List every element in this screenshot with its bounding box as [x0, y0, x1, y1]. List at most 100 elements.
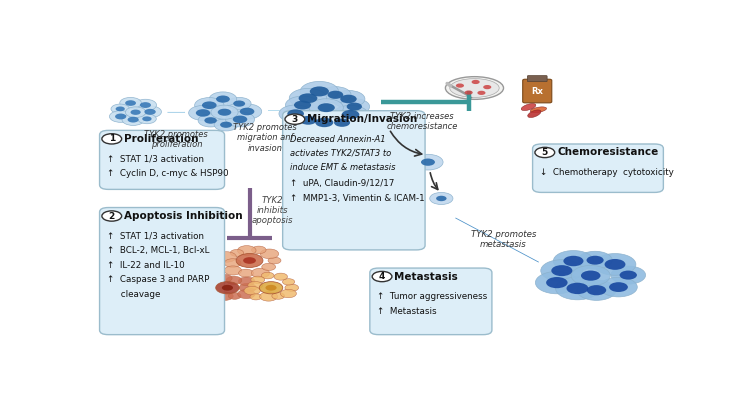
Circle shape — [248, 281, 262, 289]
Circle shape — [217, 274, 232, 282]
Circle shape — [456, 83, 464, 88]
Circle shape — [339, 99, 370, 115]
Circle shape — [328, 91, 344, 99]
FancyBboxPatch shape — [100, 208, 224, 335]
Text: Chemoresistance: Chemoresistance — [557, 147, 658, 158]
Circle shape — [586, 285, 606, 295]
Circle shape — [611, 266, 646, 284]
Circle shape — [577, 280, 616, 300]
Circle shape — [320, 86, 351, 103]
Circle shape — [208, 276, 220, 283]
Circle shape — [536, 272, 578, 294]
Circle shape — [464, 90, 472, 95]
Circle shape — [209, 92, 237, 106]
Circle shape — [290, 88, 327, 108]
Text: ↑  STAT 1/3 activation: ↑ STAT 1/3 activation — [106, 154, 203, 163]
Circle shape — [413, 154, 443, 170]
Circle shape — [102, 134, 122, 144]
Circle shape — [142, 116, 152, 121]
Circle shape — [110, 111, 132, 122]
Text: ↑  MMP1-3, Vimentin & ICAM-1: ↑ MMP1-3, Vimentin & ICAM-1 — [290, 194, 424, 203]
Text: Proliferation: Proliferation — [124, 134, 199, 144]
Text: Metastasis: Metastasis — [394, 272, 458, 281]
Circle shape — [556, 277, 599, 300]
Circle shape — [232, 116, 248, 123]
Circle shape — [334, 118, 350, 127]
Ellipse shape — [446, 77, 503, 99]
Text: Apoptosis Inhibition: Apoptosis Inhibition — [124, 211, 242, 221]
Circle shape — [233, 101, 245, 107]
Circle shape — [239, 283, 256, 292]
Text: ↑  BCL-2, MCL-1, Bcl-xL: ↑ BCL-2, MCL-1, Bcl-xL — [106, 246, 209, 255]
Circle shape — [620, 270, 637, 279]
Circle shape — [260, 249, 279, 259]
Circle shape — [128, 117, 139, 123]
Circle shape — [554, 251, 593, 272]
Circle shape — [202, 101, 217, 109]
Text: TYK2 promotes
migration anf
invasion: TYK2 promotes migration anf invasion — [233, 123, 297, 153]
Circle shape — [139, 106, 161, 118]
Circle shape — [244, 286, 260, 295]
Circle shape — [220, 122, 232, 128]
Circle shape — [102, 211, 122, 221]
Circle shape — [266, 285, 277, 291]
Text: 2: 2 — [109, 211, 115, 220]
Circle shape — [272, 293, 284, 299]
Circle shape — [216, 252, 236, 262]
FancyBboxPatch shape — [370, 268, 492, 335]
Circle shape — [145, 109, 156, 115]
Circle shape — [262, 263, 276, 270]
Circle shape — [228, 293, 241, 299]
Circle shape — [315, 118, 333, 127]
Text: TYK2 increases
chemoresistance: TYK2 increases chemoresistance — [386, 112, 458, 131]
Circle shape — [535, 147, 555, 158]
Circle shape — [551, 265, 572, 276]
Text: 4: 4 — [379, 272, 386, 281]
Circle shape — [260, 292, 278, 301]
Circle shape — [251, 268, 269, 278]
Circle shape — [226, 112, 254, 127]
Circle shape — [280, 289, 296, 298]
Text: ↑  Cyclin D, c-myc & HSP90: ↑ Cyclin D, c-myc & HSP90 — [106, 169, 228, 178]
Ellipse shape — [450, 79, 500, 97]
Text: induce EMT & metastasis: induce EMT & metastasis — [290, 163, 395, 172]
Circle shape — [310, 86, 329, 96]
Text: TYK2 promotes
proliferation: TYK2 promotes proliferation — [145, 130, 208, 149]
Circle shape — [134, 99, 157, 111]
Text: ↑  Caspase 3 and PARP: ↑ Caspase 3 and PARP — [106, 275, 209, 284]
Circle shape — [238, 277, 255, 286]
Circle shape — [541, 260, 583, 282]
Circle shape — [188, 105, 218, 120]
Circle shape — [208, 293, 219, 299]
Circle shape — [111, 104, 130, 114]
Text: Rx: Rx — [531, 86, 543, 95]
FancyBboxPatch shape — [527, 75, 547, 82]
Circle shape — [372, 272, 392, 282]
Text: 5: 5 — [542, 148, 548, 157]
Circle shape — [130, 110, 141, 115]
Text: 3: 3 — [292, 115, 298, 124]
Circle shape — [436, 196, 446, 201]
Circle shape — [300, 81, 338, 101]
Circle shape — [251, 276, 265, 283]
Text: Decreased Annexin-A1: Decreased Annexin-A1 — [290, 135, 386, 144]
Circle shape — [287, 109, 304, 118]
Circle shape — [306, 113, 342, 132]
Circle shape — [472, 80, 480, 84]
Circle shape — [285, 284, 298, 291]
Circle shape — [211, 105, 238, 119]
Circle shape — [291, 112, 325, 129]
Circle shape — [300, 116, 316, 125]
Circle shape — [279, 105, 312, 122]
FancyBboxPatch shape — [532, 144, 663, 193]
Circle shape — [240, 108, 254, 115]
Circle shape — [195, 97, 224, 113]
Circle shape — [286, 96, 320, 114]
Circle shape — [294, 101, 311, 110]
Circle shape — [563, 256, 584, 266]
Circle shape — [430, 193, 453, 204]
Circle shape — [222, 285, 233, 291]
Circle shape — [140, 102, 151, 108]
Circle shape — [421, 158, 435, 166]
Circle shape — [342, 110, 359, 119]
